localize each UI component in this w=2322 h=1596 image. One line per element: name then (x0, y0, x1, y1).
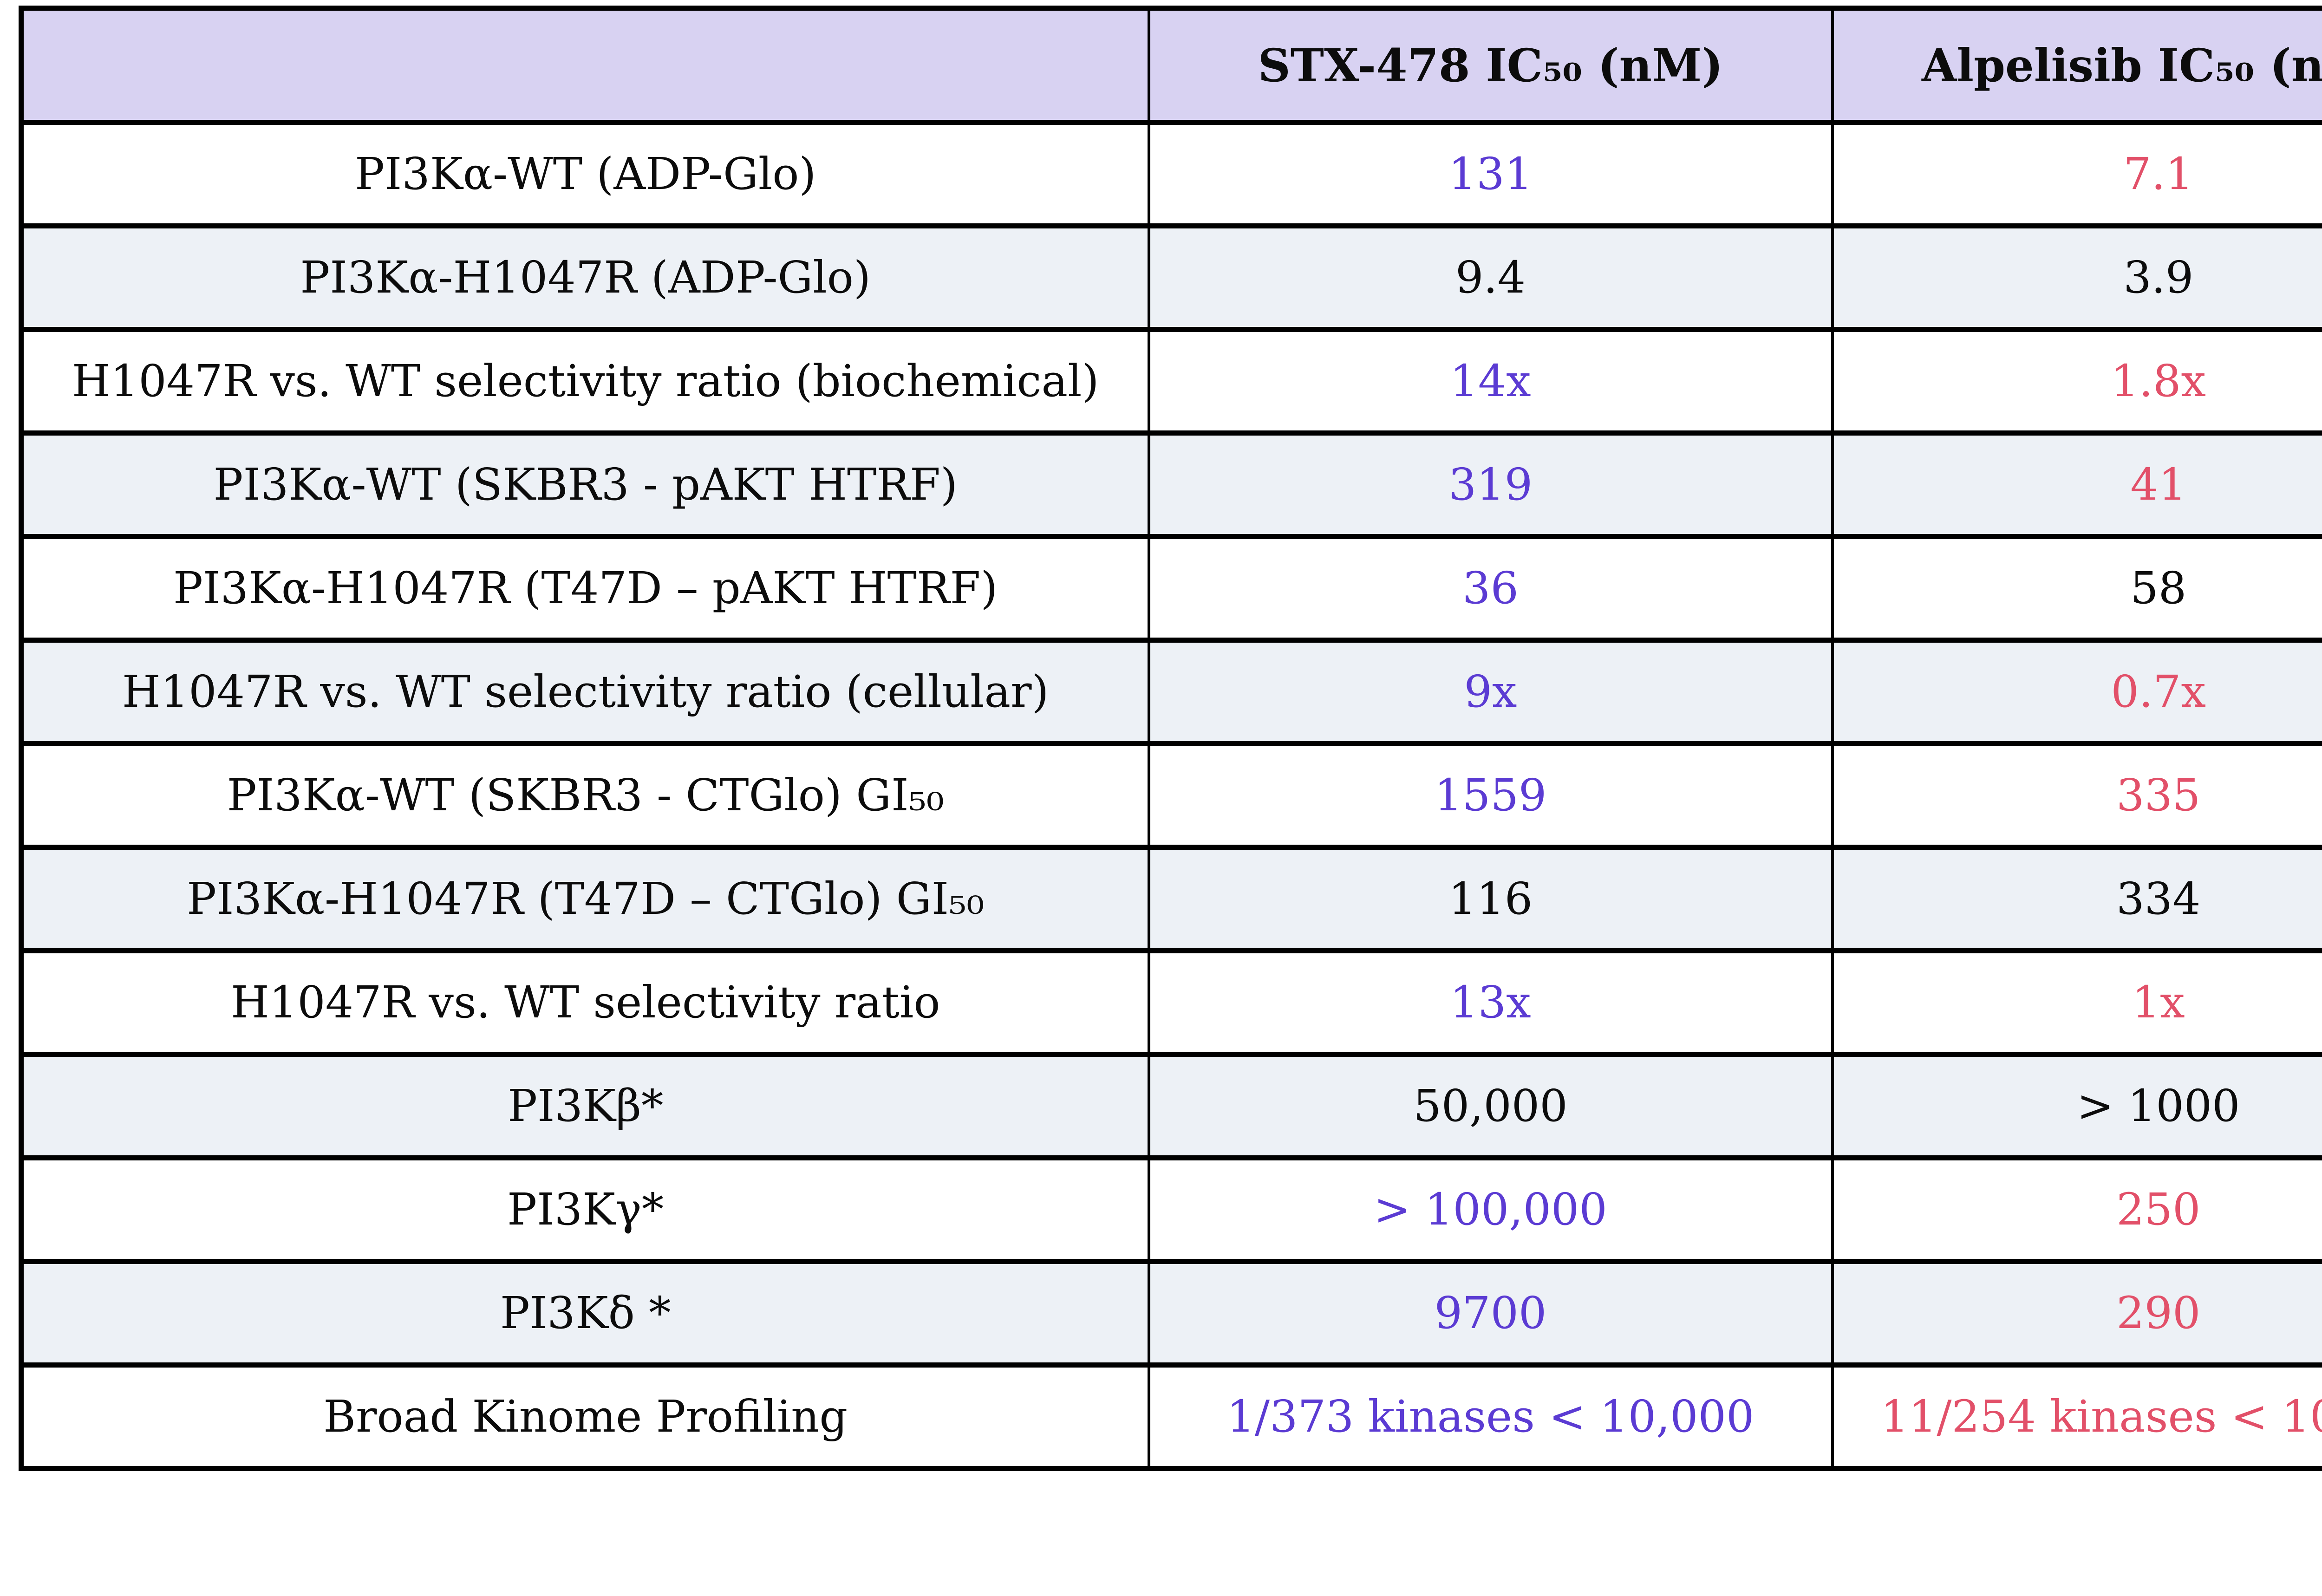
table-row: H1047R vs. WT selectivity ratio 13x 1x (20, 948, 2322, 1057)
value-cell: 131 (1147, 120, 1834, 228)
row-label-cell: PI3Kα-WT (SKBR3 - CTGlo) GI₅₀ (20, 741, 1150, 850)
value-cell: 11/254 kinases < 10,000 (1831, 1362, 2322, 1471)
value-cell: 9x (1147, 638, 1834, 746)
row-label-cell: PI3Kγ* (20, 1155, 1150, 1264)
row-label-cell: PI3Kα-WT (ADP-Glo) (20, 120, 1150, 228)
value-cell: 7.1 (1831, 120, 2322, 228)
value-cell: 9.4 (1147, 223, 1834, 332)
row-label-cell: PI3Kα-H1047R (T47D – CTGlo) GI₅₀ (20, 845, 1150, 953)
value-cell: 290 (1831, 1259, 2322, 1368)
value-cell: 319 (1147, 430, 1834, 539)
table-row: H1047R vs. WT selectivity ratio (biochem… (20, 327, 2322, 436)
row-label-cell: PI3Kα-WT (SKBR3 - pAKT HTRF) (20, 430, 1150, 539)
table-body: PI3Kα-WT (ADP-Glo) 131 7.1 PI3Kα-H1047R (AD… (20, 120, 2322, 1471)
value-cell: 1559 (1147, 741, 1834, 850)
row-label-cell: H1047R vs. WT selectivity ratio (cellula… (20, 638, 1150, 746)
table-row: PI3Kα-H1047R (T47D – pAKT HTRF) 36 58 (20, 534, 2322, 643)
value-cell: 3.9 (1831, 223, 2322, 332)
table-row: PI3Kγ* > 100,000 250 (20, 1155, 2322, 1264)
row-label-cell: PI3Kα-H1047R (ADP-Glo) (20, 223, 1150, 332)
value-cell: 116 (1147, 845, 1834, 953)
row-label-cell: H1047R vs. WT selectivity ratio (20, 948, 1150, 1057)
value-cell: 41 (1831, 430, 2322, 539)
value-cell: 36 (1147, 534, 1834, 643)
table-row: PI3Kα-WT (ADP-Glo) 131 7.1 (20, 120, 2322, 228)
row-label-cell: PI3Kδ * (20, 1259, 1150, 1368)
value-cell: 1/373 kinases < 10,000 (1147, 1362, 1834, 1471)
header-cell: Alpelisib IC₅₀ (nM) (1831, 6, 2322, 125)
value-cell: 1.8x (1831, 327, 2322, 436)
value-cell: 334 (1831, 845, 2322, 953)
value-cell: 0.7x (1831, 638, 2322, 746)
value-cell: 50,000 (1147, 1052, 1834, 1160)
row-label-cell: PI3Kβ* (20, 1052, 1150, 1160)
table-row: PI3Kα-WT (SKBR3 - CTGlo) GI₅₀ 1559 335 (20, 741, 2322, 850)
value-cell: 13x (1147, 948, 1834, 1057)
value-cell: 1x (1831, 948, 2322, 1057)
potency-selectivity-table: STX-478 IC₅₀ (nM)Alpelisib IC₅₀ (nM) PI3… (19, 6, 2322, 1471)
row-label-cell: H1047R vs. WT selectivity ratio (biochem… (20, 327, 1150, 436)
value-cell: > 100,000 (1147, 1155, 1834, 1264)
value-cell: > 1000 (1831, 1052, 2322, 1160)
table-header: STX-478 IC₅₀ (nM)Alpelisib IC₅₀ (nM) (20, 6, 2322, 125)
row-label-cell: PI3Kα-H1047R (T47D – pAKT HTRF) (20, 534, 1150, 643)
value-cell: 58 (1831, 534, 2322, 643)
value-cell: 250 (1831, 1155, 2322, 1264)
value-cell: 335 (1831, 741, 2322, 850)
table-row: PI3Kβ* 50,000 > 1000 (20, 1052, 2322, 1160)
table-row: PI3Kα-H1047R (ADP-Glo) 9.4 3.9 (20, 223, 2322, 332)
row-label-cell: Broad Kinome Profiling (20, 1362, 1150, 1471)
header-cell: STX-478 IC₅₀ (nM) (1147, 6, 1834, 125)
table-row: Broad Kinome Profiling 1/373 kinases < 10… (20, 1362, 2322, 1471)
table-row: PI3Kα-H1047R (T47D – CTGlo) GI₅₀ 116 334 (20, 845, 2322, 953)
value-cell: 9700 (1147, 1259, 1834, 1368)
header-corner-cell (20, 6, 1150, 125)
table-row: H1047R vs. WT selectivity ratio (cellula… (20, 638, 2322, 746)
header-row: STX-478 IC₅₀ (nM)Alpelisib IC₅₀ (nM) (20, 6, 2322, 125)
table-row: PI3Kδ * 9700 290 (20, 1259, 2322, 1368)
value-cell: 14x (1147, 327, 1834, 436)
table-row: PI3Kα-WT (SKBR3 - pAKT HTRF) 319 41 (20, 430, 2322, 539)
